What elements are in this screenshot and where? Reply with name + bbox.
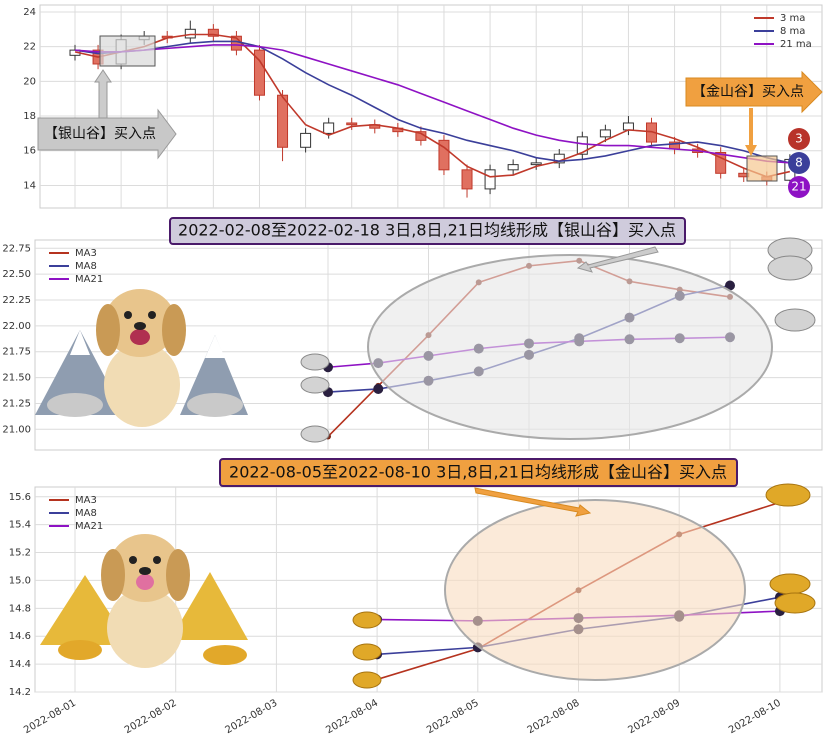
chart-title: 2022-08-05至2022-08-10 3日,8日,21日均线形成【金山谷】… xyxy=(229,463,727,482)
ma-badge-label: 21 xyxy=(791,180,806,194)
candle-body xyxy=(530,162,542,166)
y-tick-label: 22.50 xyxy=(2,269,31,280)
y-tick-label: 16 xyxy=(23,146,36,157)
x-tick-label: 2022-08-03 xyxy=(224,698,280,737)
ma-line xyxy=(74,40,791,164)
candle-body xyxy=(277,94,289,148)
x-tick-label: 2022-08-02 xyxy=(123,698,179,737)
candle-body xyxy=(207,28,219,37)
y-tick-label: 14 xyxy=(23,180,36,191)
candle-body xyxy=(599,129,611,138)
x-tick-label: 2022-08-01 xyxy=(22,698,78,737)
legend-label: 8 ma xyxy=(780,26,805,37)
point xyxy=(373,383,384,394)
ma-line xyxy=(74,44,790,164)
y-tick-label: 15.2 xyxy=(9,548,31,559)
candle-body xyxy=(715,151,727,174)
annotation: 【金山谷】买入点 xyxy=(692,84,804,100)
candle-body xyxy=(622,122,634,131)
chart-title: 2022-02-08至2022-02-18 3日,8日,21日均线形成【银山谷】… xyxy=(178,221,676,240)
candle-body xyxy=(323,122,335,134)
candle-body xyxy=(253,49,265,96)
y-tick-label: 21.50 xyxy=(2,373,31,384)
annotation: 【银山谷】买入点 xyxy=(44,126,156,142)
y-tick-label: 14.6 xyxy=(9,631,31,642)
candle-body xyxy=(184,28,196,39)
highlight-box xyxy=(746,155,778,182)
title-banner xyxy=(169,217,686,245)
legend-label: MA8 xyxy=(75,508,97,519)
ma-badge xyxy=(788,176,810,198)
legend-label: MA3 xyxy=(75,495,97,506)
arrow xyxy=(474,487,592,517)
y-tick-label: 14.2 xyxy=(9,687,31,698)
x-tick-label: 2022-08-08 xyxy=(526,698,582,737)
y-tick-label: 14.4 xyxy=(9,659,31,670)
ma-badge-label: 3 xyxy=(795,132,803,146)
dog-gold xyxy=(40,534,248,668)
y-tick-label: 15.0 xyxy=(9,575,31,586)
y-tick-label: 21.75 xyxy=(2,347,31,358)
legend-label: MA8 xyxy=(75,261,97,272)
candle-body xyxy=(461,169,473,190)
arrow xyxy=(745,108,757,156)
candle-body xyxy=(507,164,519,171)
y-tick-label: 21.00 xyxy=(2,424,31,435)
arrow xyxy=(94,69,112,119)
y-tick-label: 14.8 xyxy=(9,603,31,614)
ma-badge xyxy=(788,152,810,174)
silver-ingots xyxy=(300,237,816,443)
point xyxy=(725,280,735,291)
highlight-ellipse xyxy=(444,499,746,681)
y-tick-label: 20 xyxy=(23,76,36,87)
x-tick-label: 2022-08-04 xyxy=(324,698,380,737)
label-arrow xyxy=(37,108,177,160)
arrow xyxy=(576,246,659,273)
legend-label: 3 ma xyxy=(780,13,805,24)
y-tick-label: 22.75 xyxy=(2,243,31,254)
x-tick-label: 2022-08-05 xyxy=(425,698,481,737)
y-tick-label: 15.6 xyxy=(9,492,31,503)
legend-label: MA21 xyxy=(75,274,103,285)
candle-body xyxy=(346,122,358,126)
legend-label: MA21 xyxy=(75,521,103,532)
candle-body xyxy=(484,169,496,190)
y-tick-label: 24 xyxy=(23,7,36,18)
dog-silver xyxy=(35,289,248,427)
ma-line xyxy=(74,33,791,178)
x-tick-label: 2022-08-10 xyxy=(727,698,783,737)
legend-label: MA3 xyxy=(75,248,97,259)
gold-ingots xyxy=(352,483,816,689)
y-tick-label: 15.4 xyxy=(9,520,31,531)
highlight-box xyxy=(99,35,156,67)
candle-body xyxy=(300,132,312,148)
highlight-ellipse xyxy=(367,254,773,440)
y-tick-label: 22.25 xyxy=(2,295,31,306)
candle-body xyxy=(438,139,450,171)
y-tick-label: 21.25 xyxy=(2,398,31,409)
candle-body xyxy=(576,136,588,155)
legend-label: 21 ma xyxy=(780,39,812,50)
y-tick-label: 18 xyxy=(23,111,36,122)
y-tick-label: 22 xyxy=(23,42,36,53)
x-tick-label: 2022-08-09 xyxy=(626,698,682,737)
ma-badge-label: 8 xyxy=(795,156,803,170)
label-arrow xyxy=(685,70,823,114)
ma-badge xyxy=(788,128,810,150)
title-banner xyxy=(219,458,738,487)
y-tick-label: 22.00 xyxy=(2,321,31,332)
